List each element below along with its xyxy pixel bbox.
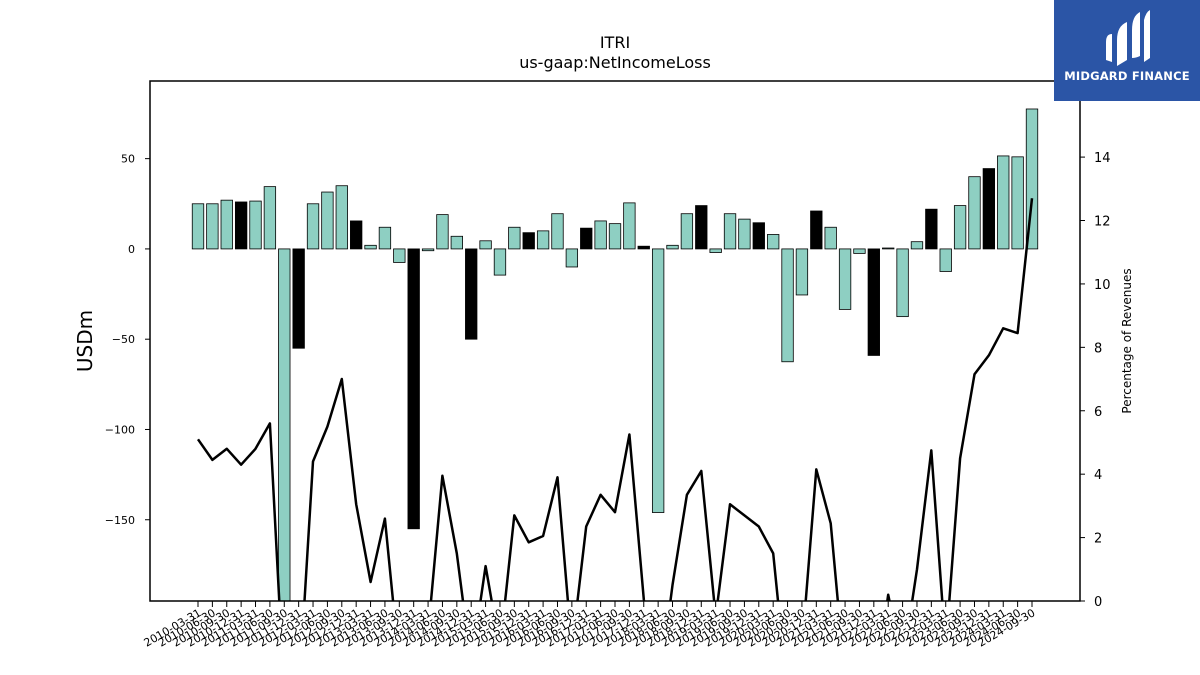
quarterly-bar: [493, 248, 507, 276]
annual-bar: [867, 248, 880, 356]
y-tick-label: −100: [105, 423, 135, 436]
quarterly-bar: [838, 248, 852, 310]
y2-tick-label: 14: [1094, 151, 1111, 166]
quarterly-bar: [767, 234, 780, 250]
quarterly-bar: [795, 248, 809, 296]
y2-tick-label: 12: [1094, 215, 1111, 230]
annual-bar: [695, 205, 708, 250]
quarterly-bar: [249, 200, 262, 250]
quarterly-bar: [321, 191, 334, 250]
quarterly-bar: [781, 248, 794, 363]
quarterly-bar: [536, 230, 550, 250]
quarterly-bar: [508, 226, 521, 250]
quarterly-bar: [479, 240, 492, 250]
logo-mark-icon: [1106, 10, 1150, 66]
quarterly-bar: [968, 176, 981, 250]
quarterly-bar: [1011, 156, 1024, 250]
quarterly-bar: [364, 244, 377, 250]
annual-bar: [637, 245, 650, 250]
quarterly-bar: [263, 186, 277, 250]
midgard-finance-logo: MIDGARD FINANCE: [1054, 0, 1200, 101]
annual-bar: [522, 232, 535, 250]
quarterly-bar: [1025, 108, 1039, 250]
y-tick-label: 0: [128, 243, 135, 256]
quarterly-bar: [436, 214, 449, 250]
bar-series: [191, 108, 1039, 601]
annual-bar: [925, 208, 938, 250]
percentage-line: [196, 198, 1034, 601]
annual-bar: [752, 222, 765, 250]
quarterly-bar: [220, 199, 233, 250]
quarterly-bar: [651, 248, 665, 513]
y2-tick-label: 2: [1094, 532, 1102, 547]
quarterly-bar: [306, 203, 320, 250]
annual-bar: [292, 248, 305, 349]
y-axis-label: USDm: [73, 310, 97, 372]
y2-tick-label: 6: [1094, 405, 1102, 420]
y2-tick-label: 8: [1094, 341, 1102, 356]
quarterly-bar: [594, 220, 607, 250]
quarterly-bar: [824, 226, 837, 250]
y2-tick-label: 0: [1094, 595, 1102, 610]
annual-bar: [350, 220, 363, 250]
y2-tick-label: 4: [1094, 468, 1102, 483]
chart-title: ITRI: [599, 33, 631, 52]
quarterly-bar: [939, 248, 952, 272]
y-tick-label: 50: [121, 153, 135, 166]
y2-tick-label: 10: [1094, 278, 1111, 293]
quarterly-bar: [896, 248, 909, 318]
quarterly-bar: [680, 213, 694, 250]
annual-bar: [234, 201, 248, 250]
annual-bar: [580, 227, 593, 250]
y-tick-label: −50: [112, 333, 135, 346]
quarterly-bar: [421, 248, 435, 252]
line-series: [196, 198, 1034, 601]
annual-bar: [465, 248, 478, 340]
quarterly-bar: [393, 248, 406, 263]
y-tick-label: −150: [105, 514, 135, 527]
y2-axis-label: Percentage of Revenues: [1120, 268, 1134, 413]
quarterly-bar: [910, 241, 924, 250]
quarterly-bar: [378, 226, 392, 250]
annual-bar: [810, 210, 823, 250]
quarterly-bar: [723, 213, 737, 250]
quarterly-bar: [882, 247, 895, 250]
logo-text: MIDGARD FINANCE: [1064, 69, 1190, 83]
quarterly-bar: [997, 155, 1010, 250]
quarterly-bar: [666, 244, 679, 250]
chart-subtitle: us-gaap:NetIncomeLoss: [519, 53, 711, 72]
annual-bar: [407, 248, 420, 530]
annual-bar: [982, 168, 996, 250]
quarterly-bar: [608, 223, 622, 250]
quarterly-bar: [551, 213, 564, 250]
quarterly-bar: [335, 185, 348, 250]
quarterly-bar: [738, 218, 751, 250]
quarterly-bar: [450, 235, 463, 250]
quarterly-bar: [565, 248, 579, 268]
quarterly-bar: [953, 205, 967, 250]
quarterly-bar: [191, 203, 205, 250]
quarterly-bar: [206, 203, 219, 250]
quarterly-bar: [709, 248, 722, 253]
quarterly-bar: [853, 248, 866, 254]
quarterly-bar: [623, 202, 636, 250]
quarterly-bar: [278, 248, 291, 601]
